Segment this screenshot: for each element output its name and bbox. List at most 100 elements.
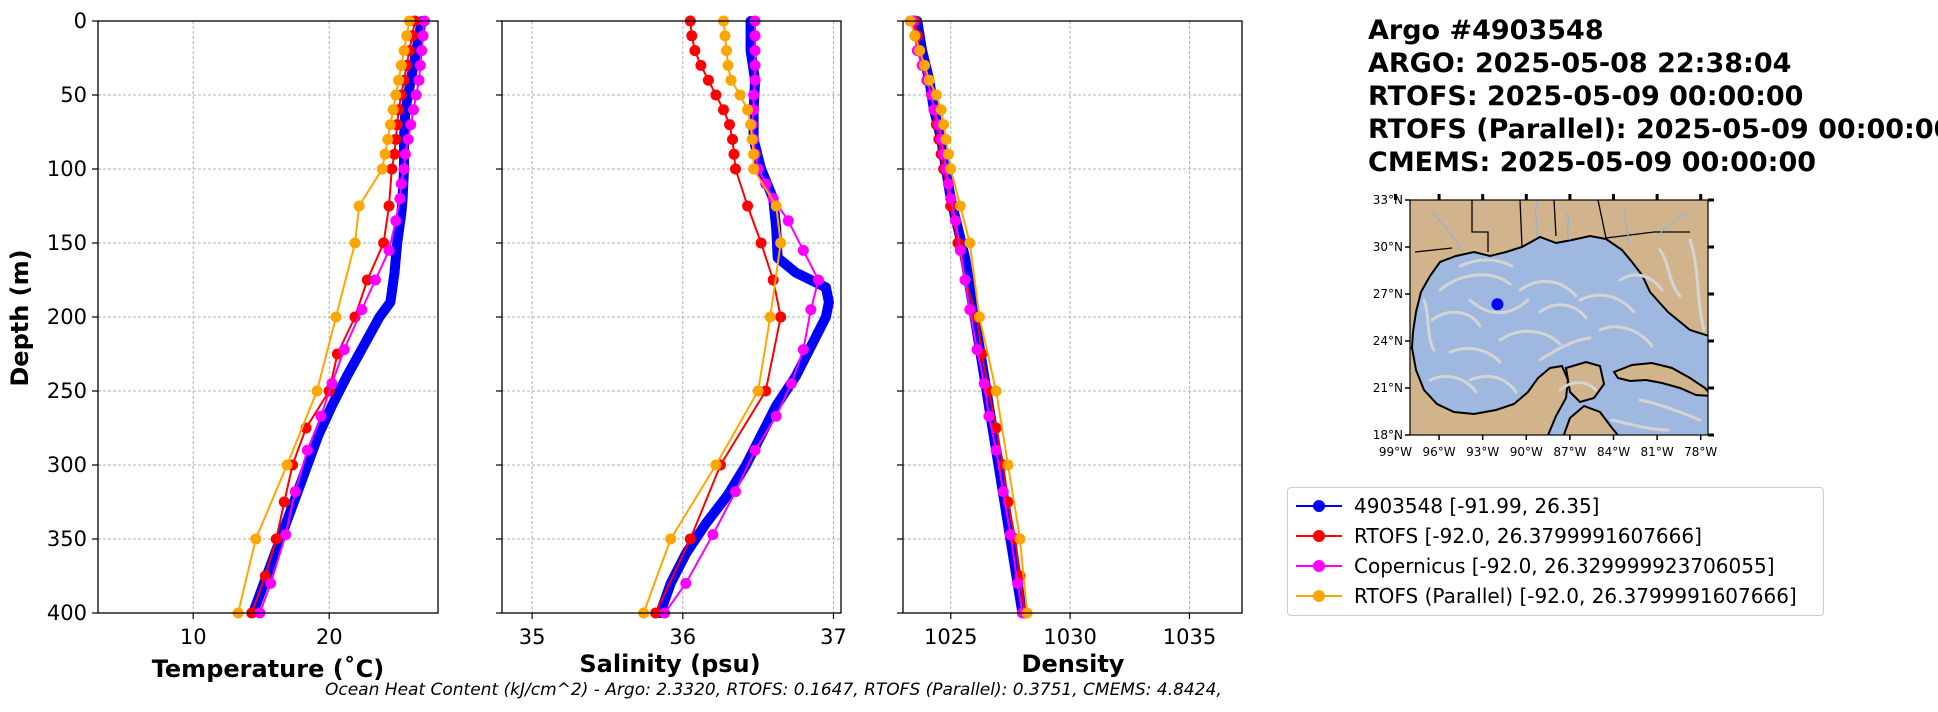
temperature-point-copernicus	[417, 30, 429, 42]
salinity-point-rtofs	[767, 274, 779, 286]
legend-label: Copernicus [-92.0, 26.329999923706055]	[1354, 554, 1775, 578]
density-point-rtofs_parallel	[909, 30, 921, 42]
temperature-point-rtofs	[390, 133, 402, 145]
temperature-point-rtofs_parallel	[311, 385, 323, 397]
ytick-label: 300	[47, 453, 87, 477]
density-point-rtofs_parallel	[914, 45, 926, 57]
temperature-point-rtofs_parallel	[349, 237, 361, 249]
density-point-rtofs_parallel	[942, 148, 954, 160]
map-lat-label: 21°N	[1373, 381, 1403, 395]
density-point-copernicus	[950, 215, 961, 227]
salinity-point-rtofs	[702, 74, 714, 86]
temperature-point-copernicus	[289, 486, 301, 498]
temperature-point-rtofs_parallel	[395, 59, 407, 71]
salinity-point-rtofs	[730, 163, 741, 175]
temperature-point-rtofs_parallel	[390, 89, 402, 101]
salinity-point-rtofs	[689, 45, 701, 57]
density-point-rtofs_parallel	[935, 104, 947, 116]
map-frame	[1409, 199, 1709, 436]
temperature-point-copernicus	[410, 89, 422, 101]
salinity-point-copernicus	[805, 304, 817, 316]
salinity-point-rtofs_parallel	[764, 311, 776, 323]
map-lon-label: 96°W	[1423, 445, 1456, 459]
map-land-north	[1410, 200, 1708, 349]
temperature-point-copernicus	[383, 244, 395, 256]
legend-label: RTOFS [-92.0, 26.3799991607666]	[1354, 524, 1702, 548]
legend-item: 4903548 [-91.99, 26.35]	[1296, 492, 1599, 520]
salinity-point-rtofs	[728, 148, 740, 160]
density-point-copernicus	[971, 344, 983, 356]
salinity-point-rtofs	[727, 133, 738, 145]
rtofs-time: RTOFS: 2025-05-09 00:00:00	[1368, 81, 1804, 112]
salinity-point-rtofs	[742, 200, 754, 212]
temperature-point-copernicus	[301, 444, 313, 456]
density-point-copernicus	[964, 304, 976, 316]
density-point-rtofs_parallel	[919, 59, 930, 71]
density-point-copernicus	[997, 486, 1009, 498]
temperature-point-copernicus	[326, 378, 338, 390]
salinity-point-rtofs	[755, 237, 767, 249]
density-point-rtofs_parallel	[954, 200, 966, 212]
temperature-point-rtofs_parallel	[330, 311, 342, 323]
density-xtick-label: 1030	[1043, 625, 1096, 649]
map-current-streamlines	[1422, 238, 1706, 432]
salinity-point-copernicus	[749, 74, 761, 86]
salinity-point-rtofs	[718, 104, 729, 116]
ytick-label: 400	[47, 601, 87, 625]
density-point-copernicus	[945, 193, 957, 205]
salinity-point-rtofs_parallel	[742, 104, 754, 116]
temperature-point-copernicus	[398, 163, 410, 175]
salinity-point-rtofs_parallel	[745, 119, 757, 131]
temperature-point-copernicus	[369, 274, 381, 286]
temperature-point-rtofs_parallel	[353, 200, 365, 212]
xlabel-salinity: Salinity (psu)	[579, 650, 760, 678]
ylabel-depth: Depth (m)	[6, 249, 34, 386]
density-point-rtofs_parallel	[1014, 533, 1026, 545]
rtofs-parallel-time: RTOFS (Parallel): 2025-05-09 00:00:00	[1368, 114, 1938, 145]
legend: 4903548 [-91.99, 26.35] RTOFS [-92.0, 26…	[1287, 487, 1824, 616]
temperature-point-rtofs	[361, 274, 373, 286]
density-point-copernicus	[983, 410, 995, 422]
temperature-point-rtofs	[386, 163, 398, 175]
density-point-rtofs_parallel	[923, 74, 935, 86]
legend-item: RTOFS (Parallel) [-92.0, 26.379999160766…	[1296, 582, 1797, 610]
salinity-point-copernicus	[797, 244, 809, 256]
salinity-point-rtofs	[710, 89, 722, 101]
temperature-point-rtofs_parallel	[382, 133, 394, 145]
legend-item: RTOFS [-92.0, 26.3799991607666]	[1296, 522, 1702, 550]
legend-label: RTOFS (Parallel) [-92.0, 26.379999160766…	[1354, 584, 1797, 608]
temperature-point-rtofs_parallel	[281, 459, 293, 471]
ytick-label: 200	[47, 305, 87, 329]
ocean-heat-content-footnote: Ocean Heat Content (kJ/cm^2) - Argo: 2.3…	[325, 680, 1222, 700]
temperature-point-copernicus	[408, 104, 419, 116]
temperature-point-copernicus	[395, 178, 407, 190]
salinity-xtick-label: 36	[669, 625, 696, 649]
salinity-point-copernicus	[782, 215, 794, 227]
ytick-label: 250	[47, 379, 87, 403]
temperature-point-rtofs_parallel	[401, 30, 413, 42]
temperature-point-copernicus	[402, 133, 414, 145]
salinity-point-rtofs_parallel	[721, 45, 732, 57]
legend-item: Copernicus [-92.0, 26.329999923706055]	[1296, 552, 1775, 580]
ytick-label: 150	[47, 231, 87, 255]
salinity-point-rtofs	[686, 30, 698, 42]
temperature-point-rtofs_parallel	[379, 148, 391, 160]
map-lon-label: 90°W	[1510, 445, 1543, 459]
map-lon-label: 87°W	[1553, 445, 1586, 459]
density-point-rtofs_parallel	[1002, 459, 1014, 471]
density-panel: 1025 1030 1035	[897, 15, 1243, 649]
salinity-point-copernicus	[730, 486, 741, 498]
salinity-point-rtofs_parallel	[734, 89, 746, 101]
ytick-label: 50	[60, 83, 87, 107]
legend-swatch-copernicus	[1296, 556, 1342, 576]
xlabel-density: Density	[1022, 650, 1125, 678]
xlabel-temperature: Temperature (˚C)	[152, 655, 385, 683]
density-point-copernicus	[990, 444, 1002, 456]
density-point-rtofs_parallel	[945, 163, 957, 175]
info-block: Argo #4903548 ARGO: 2025-05-08 22:38:04 …	[1368, 14, 1938, 179]
density-point-rtofs	[990, 422, 1002, 434]
temperature-point-rtofs_parallel	[384, 119, 396, 131]
temperature-point-copernicus	[338, 344, 350, 356]
